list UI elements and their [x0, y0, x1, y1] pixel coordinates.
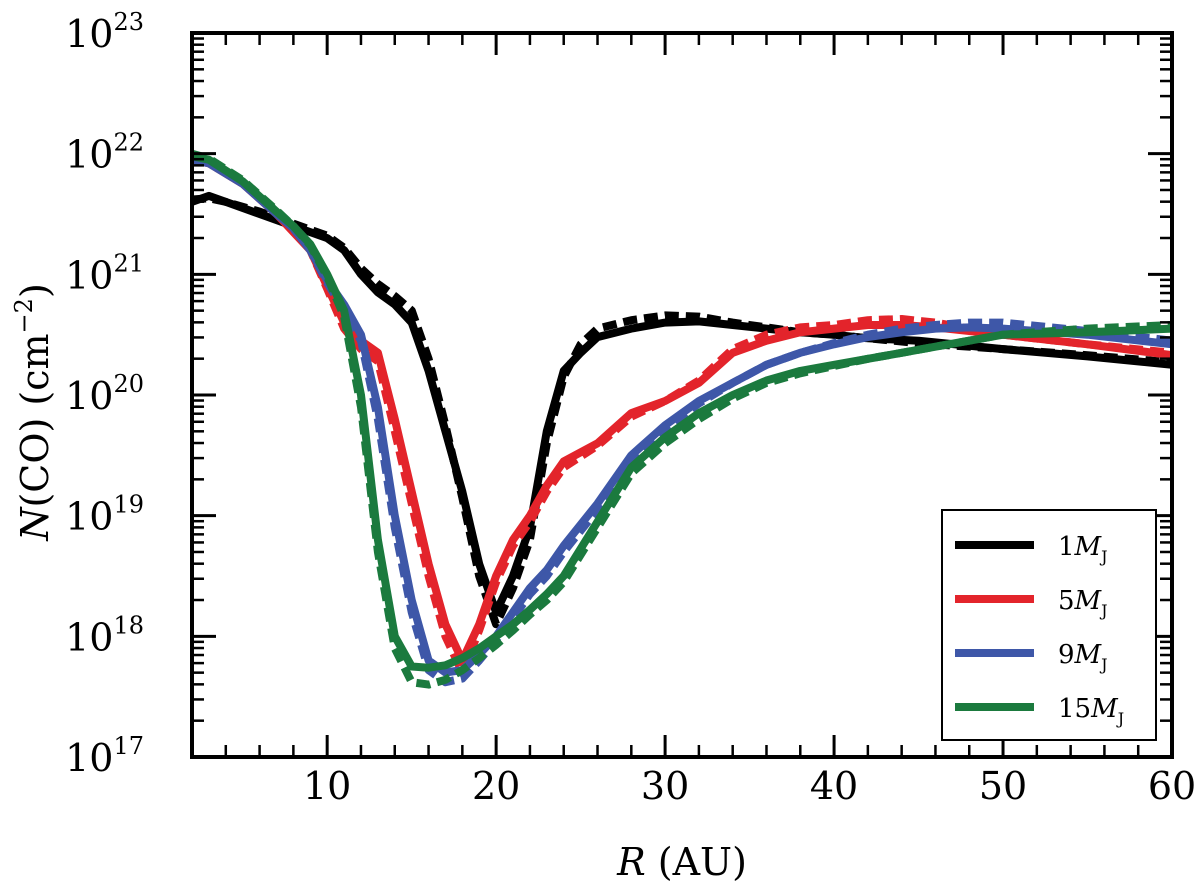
y-tick-label: 1021 — [65, 249, 144, 297]
series-layer — [192, 149, 1172, 689]
legend-label-2: 5MJ — [1058, 586, 1108, 620]
series-line-dashed-3 — [192, 153, 1172, 687]
plot-frame — [190, 31, 1174, 759]
y-tick-label: 1019 — [65, 491, 144, 539]
legend: 1MJ 5MJ 9MJ 15MJ — [941, 509, 1157, 741]
x-tick-label: 50 — [979, 764, 1027, 808]
y-tick-label: 1023 — [65, 8, 144, 56]
y-axis-label: N(CO) (cm−2) — [10, 283, 57, 542]
series-line-dashed-4 — [192, 149, 1172, 689]
x-tick-label: 30 — [641, 764, 689, 808]
y-tick-label: 1020 — [65, 370, 144, 418]
series-line-dashed-2 — [192, 153, 1172, 677]
x-tick-label: 40 — [810, 764, 858, 808]
legend-label-1: 1MJ — [1058, 532, 1108, 566]
y-tick-label: 1018 — [65, 611, 144, 659]
x-tick-label: 20 — [472, 764, 520, 808]
x-tick-label: 10 — [303, 764, 351, 808]
y-tick-label: 1017 — [65, 732, 144, 780]
legend-label-3: 9MJ — [1058, 640, 1108, 674]
x-axis-label: R (AU) — [616, 840, 747, 884]
legend-label-4: 15MJ — [1058, 694, 1124, 728]
x-tick-label: 60 — [1148, 764, 1196, 808]
y-tick-label: 1022 — [65, 129, 144, 177]
